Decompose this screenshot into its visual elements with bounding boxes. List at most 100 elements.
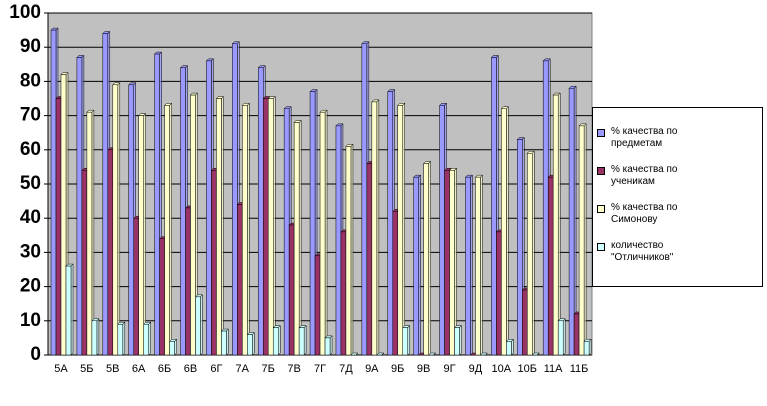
bar-front xyxy=(133,217,139,356)
bar-side xyxy=(70,263,74,356)
bar xyxy=(241,102,250,356)
bar-front xyxy=(552,94,559,356)
bar-side xyxy=(402,102,406,356)
bar-side xyxy=(169,102,172,356)
bar-front xyxy=(298,327,305,356)
bar xyxy=(164,102,173,356)
x-tick-label: 6Г xyxy=(210,363,222,375)
y-tick-label: 50 xyxy=(20,173,41,194)
bar-front xyxy=(573,313,580,356)
bar-front xyxy=(293,122,300,356)
bar xyxy=(376,352,385,356)
bar-front xyxy=(517,139,523,356)
bar xyxy=(215,95,225,356)
bar-front xyxy=(527,152,533,356)
bar xyxy=(345,143,354,356)
bar-side xyxy=(433,352,436,356)
legend-swatch xyxy=(597,243,605,251)
bar-front xyxy=(65,265,72,356)
bar-side xyxy=(480,174,483,356)
bar-front xyxy=(107,149,114,356)
bar-front xyxy=(557,320,564,356)
bar-front xyxy=(117,323,124,356)
bar xyxy=(578,123,587,356)
bar-front xyxy=(423,163,429,356)
bar xyxy=(293,119,302,356)
x-tick-label: 6А xyxy=(132,363,146,375)
bar-side xyxy=(272,95,276,356)
bar-front xyxy=(283,108,290,356)
bar-front xyxy=(522,289,528,356)
bar-front xyxy=(314,255,321,356)
bar-front xyxy=(413,176,419,356)
bar-front xyxy=(439,105,445,356)
legend-item: % качества по предметам xyxy=(597,126,703,150)
bar-side xyxy=(252,331,255,356)
bar-side xyxy=(122,321,126,356)
bar-front xyxy=(496,231,502,356)
y-tick-label: 100 xyxy=(9,2,41,23)
bar-side xyxy=(407,325,411,356)
bar xyxy=(583,338,592,356)
bar xyxy=(474,174,484,356)
bar-front xyxy=(247,334,253,356)
x-tick-label: 5Б xyxy=(80,363,93,375)
bar xyxy=(194,294,204,356)
bar xyxy=(500,106,509,356)
bar-side xyxy=(329,335,333,356)
bar xyxy=(138,112,147,356)
bar-side xyxy=(537,352,540,356)
bar-front xyxy=(547,176,554,356)
bar xyxy=(371,99,380,356)
bar xyxy=(423,160,432,356)
legend-item: % качества по Симонову xyxy=(597,202,703,226)
bar-side xyxy=(588,338,592,356)
bar-side xyxy=(117,82,121,356)
bar-side xyxy=(506,106,509,356)
bar-side xyxy=(355,352,359,356)
bar-front xyxy=(185,207,191,356)
bar-side xyxy=(226,328,229,356)
y-tick-label: 40 xyxy=(20,207,41,228)
legend-label: % качества по Симонову xyxy=(611,202,678,225)
bar-front xyxy=(128,84,134,356)
bar xyxy=(428,352,437,356)
bar-side xyxy=(143,112,146,356)
bar xyxy=(448,167,458,356)
bar xyxy=(319,109,328,356)
bar-front xyxy=(345,146,352,356)
bar-front xyxy=(371,101,378,356)
bar-front xyxy=(195,296,201,356)
bar xyxy=(91,318,100,356)
legend-label: % качества по предметам xyxy=(611,126,678,149)
bar-side xyxy=(583,123,587,356)
bar-side xyxy=(324,109,328,356)
bar xyxy=(413,174,422,356)
bar-front xyxy=(475,176,481,356)
bar xyxy=(112,82,121,356)
y-tick-label: 90 xyxy=(20,36,41,57)
bar-side xyxy=(91,109,95,356)
bar-front xyxy=(60,74,67,356)
bar xyxy=(65,263,74,356)
bar xyxy=(324,335,333,356)
bar-front xyxy=(309,91,316,356)
bar xyxy=(117,321,126,356)
bar xyxy=(531,352,540,356)
y-tick-label: 80 xyxy=(20,70,41,91)
x-tick-label: 9Б xyxy=(391,363,404,375)
bar-front xyxy=(402,327,409,356)
bar-front xyxy=(180,67,186,356)
bar-front xyxy=(288,224,295,356)
bar xyxy=(298,325,307,356)
y-tick-label: 10 xyxy=(20,310,41,331)
bar xyxy=(267,95,276,356)
y-tick-label: 0 xyxy=(30,344,41,365)
bar xyxy=(86,109,95,356)
x-tick-label: 10Б xyxy=(518,363,537,375)
bar-front xyxy=(361,43,368,356)
bar-side xyxy=(557,92,561,356)
bar-front xyxy=(50,29,57,356)
bar-front xyxy=(568,87,575,356)
bar-front xyxy=(454,327,460,356)
